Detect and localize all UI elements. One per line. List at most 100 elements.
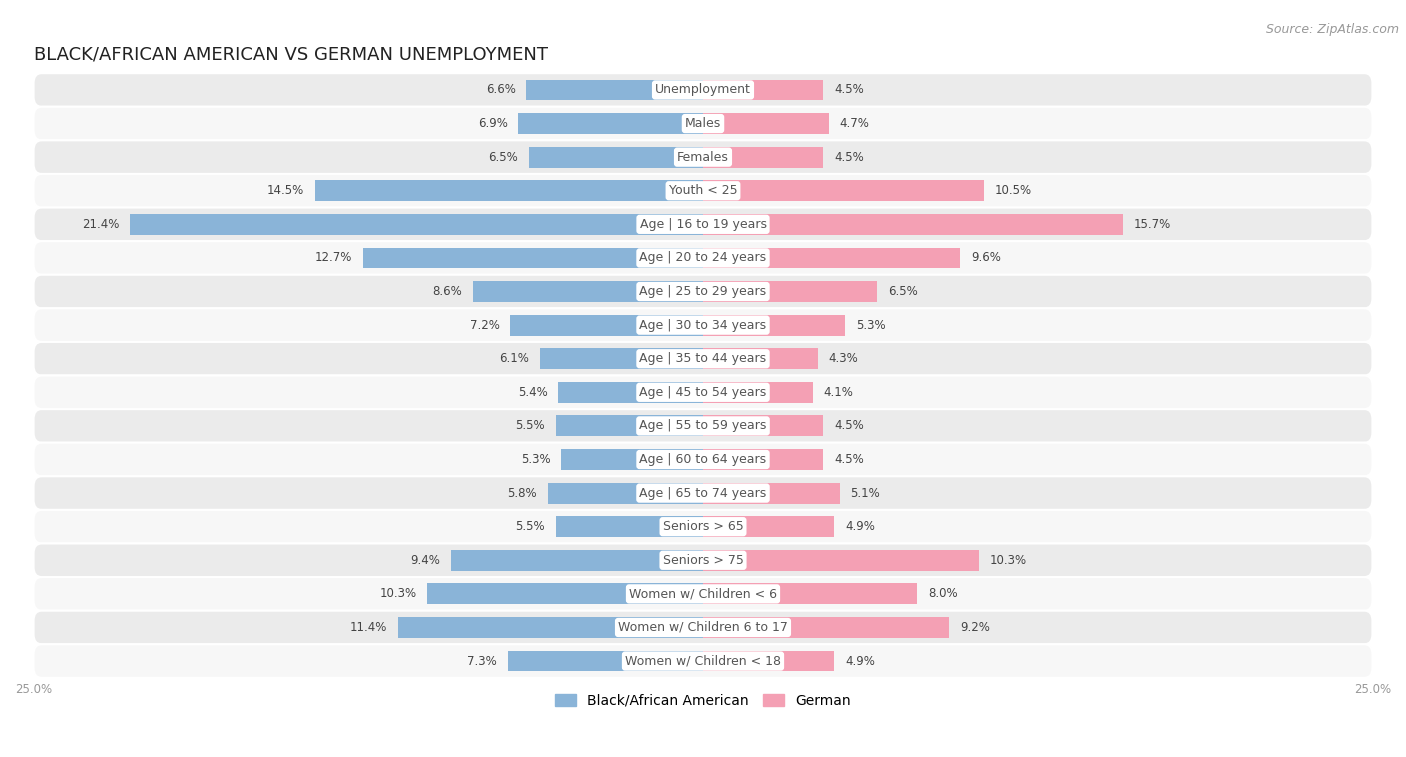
Text: 4.1%: 4.1%	[824, 386, 853, 399]
Bar	[703, 416, 824, 436]
Bar	[703, 516, 834, 537]
Bar	[561, 449, 703, 470]
Text: 4.5%: 4.5%	[834, 151, 863, 164]
Text: Youth < 25: Youth < 25	[669, 184, 737, 198]
Text: 6.9%: 6.9%	[478, 117, 508, 130]
Bar	[703, 147, 824, 167]
Text: 9.6%: 9.6%	[970, 251, 1001, 264]
Text: Women w/ Children 6 to 17: Women w/ Children 6 to 17	[619, 621, 787, 634]
Text: 4.7%: 4.7%	[839, 117, 869, 130]
Bar	[540, 348, 703, 369]
Bar	[703, 382, 813, 403]
Text: 15.7%: 15.7%	[1135, 218, 1171, 231]
Bar	[315, 180, 703, 201]
Text: 11.4%: 11.4%	[350, 621, 387, 634]
FancyBboxPatch shape	[34, 174, 1372, 207]
Text: Males: Males	[685, 117, 721, 130]
Bar	[703, 617, 949, 638]
Bar	[703, 348, 818, 369]
Text: Women w/ Children < 18: Women w/ Children < 18	[626, 655, 780, 668]
FancyBboxPatch shape	[34, 375, 1372, 409]
FancyBboxPatch shape	[34, 107, 1372, 140]
Bar	[508, 651, 703, 671]
Bar	[526, 79, 703, 101]
FancyBboxPatch shape	[34, 409, 1372, 443]
FancyBboxPatch shape	[34, 611, 1372, 644]
Text: Age | 55 to 59 years: Age | 55 to 59 years	[640, 419, 766, 432]
Text: Unemployment: Unemployment	[655, 83, 751, 96]
Bar	[703, 281, 877, 302]
Text: 5.1%: 5.1%	[851, 487, 880, 500]
Bar	[548, 483, 703, 503]
Text: 7.2%: 7.2%	[470, 319, 499, 332]
FancyBboxPatch shape	[34, 476, 1372, 510]
Text: 4.5%: 4.5%	[834, 419, 863, 432]
FancyBboxPatch shape	[34, 342, 1372, 375]
Text: 8.0%: 8.0%	[928, 587, 957, 600]
Text: Age | 35 to 44 years: Age | 35 to 44 years	[640, 352, 766, 365]
FancyBboxPatch shape	[34, 207, 1372, 241]
Text: Seniors > 75: Seniors > 75	[662, 554, 744, 567]
Text: 12.7%: 12.7%	[315, 251, 353, 264]
FancyBboxPatch shape	[34, 241, 1372, 275]
Text: 5.5%: 5.5%	[516, 520, 546, 533]
Bar	[363, 248, 703, 268]
Bar	[703, 214, 1123, 235]
Text: Age | 30 to 34 years: Age | 30 to 34 years	[640, 319, 766, 332]
Text: 4.9%: 4.9%	[845, 655, 875, 668]
Bar	[703, 79, 824, 101]
Text: Age | 65 to 74 years: Age | 65 to 74 years	[640, 487, 766, 500]
Text: 4.3%: 4.3%	[830, 352, 859, 365]
Text: 10.3%: 10.3%	[380, 587, 416, 600]
Bar	[703, 248, 960, 268]
Text: 7.3%: 7.3%	[467, 655, 496, 668]
Text: 9.2%: 9.2%	[960, 621, 990, 634]
Text: 4.5%: 4.5%	[834, 83, 863, 96]
Bar	[555, 416, 703, 436]
Bar	[558, 382, 703, 403]
FancyBboxPatch shape	[34, 510, 1372, 544]
Text: 6.5%: 6.5%	[488, 151, 519, 164]
Text: 5.8%: 5.8%	[508, 487, 537, 500]
Bar	[703, 584, 917, 604]
Text: Women w/ Children < 6: Women w/ Children < 6	[628, 587, 778, 600]
Bar	[703, 449, 824, 470]
Bar	[129, 214, 703, 235]
Text: 5.5%: 5.5%	[516, 419, 546, 432]
Text: 9.4%: 9.4%	[411, 554, 440, 567]
FancyBboxPatch shape	[34, 73, 1372, 107]
Text: 5.4%: 5.4%	[517, 386, 548, 399]
Bar	[398, 617, 703, 638]
Text: Source: ZipAtlas.com: Source: ZipAtlas.com	[1265, 23, 1399, 36]
Bar	[703, 113, 830, 134]
Bar	[472, 281, 703, 302]
Bar	[451, 550, 703, 571]
Text: Age | 45 to 54 years: Age | 45 to 54 years	[640, 386, 766, 399]
Text: Age | 20 to 24 years: Age | 20 to 24 years	[640, 251, 766, 264]
FancyBboxPatch shape	[34, 644, 1372, 678]
Text: 4.5%: 4.5%	[834, 453, 863, 466]
FancyBboxPatch shape	[34, 140, 1372, 174]
Text: Seniors > 65: Seniors > 65	[662, 520, 744, 533]
Text: 6.5%: 6.5%	[887, 285, 918, 298]
Text: 14.5%: 14.5%	[267, 184, 304, 198]
Bar	[703, 180, 984, 201]
FancyBboxPatch shape	[34, 275, 1372, 308]
Text: Age | 60 to 64 years: Age | 60 to 64 years	[640, 453, 766, 466]
Text: Age | 25 to 29 years: Age | 25 to 29 years	[640, 285, 766, 298]
FancyBboxPatch shape	[34, 443, 1372, 476]
Bar	[703, 550, 979, 571]
Text: 5.3%: 5.3%	[520, 453, 550, 466]
Text: 8.6%: 8.6%	[432, 285, 463, 298]
Bar	[519, 113, 703, 134]
Text: 6.6%: 6.6%	[485, 83, 516, 96]
Text: BLACK/AFRICAN AMERICAN VS GERMAN UNEMPLOYMENT: BLACK/AFRICAN AMERICAN VS GERMAN UNEMPLO…	[34, 45, 547, 64]
Bar	[510, 315, 703, 335]
Bar	[555, 516, 703, 537]
Bar	[703, 315, 845, 335]
Text: 10.5%: 10.5%	[995, 184, 1032, 198]
Bar	[427, 584, 703, 604]
Text: 10.3%: 10.3%	[990, 554, 1026, 567]
FancyBboxPatch shape	[34, 577, 1372, 611]
Text: 21.4%: 21.4%	[82, 218, 120, 231]
